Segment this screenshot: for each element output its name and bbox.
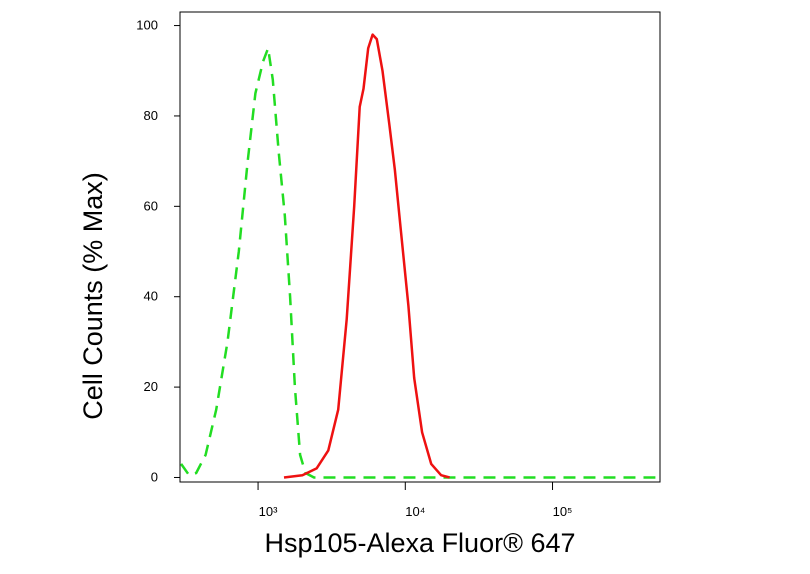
y-tick-label: 40 xyxy=(144,289,158,304)
plot-frame xyxy=(179,11,661,483)
y-tick-label: 20 xyxy=(144,379,158,394)
y-tick-label: 60 xyxy=(144,198,158,213)
x-tick-label: 10³ xyxy=(259,504,278,519)
x-axis-title: Hsp105-Alexa Fluor® 647 xyxy=(264,528,575,558)
x-tick-label: 10⁵ xyxy=(553,504,573,519)
histogram-line xyxy=(180,46,656,479)
y-tick-label: 100 xyxy=(136,18,158,33)
histogram-line xyxy=(283,33,450,479)
y-axis-title: Cell Counts (% Max) xyxy=(78,172,108,420)
y-tick-label: 80 xyxy=(144,108,158,123)
x-tick-label: 10⁴ xyxy=(405,504,425,519)
y-tick-label: 0 xyxy=(151,469,158,484)
